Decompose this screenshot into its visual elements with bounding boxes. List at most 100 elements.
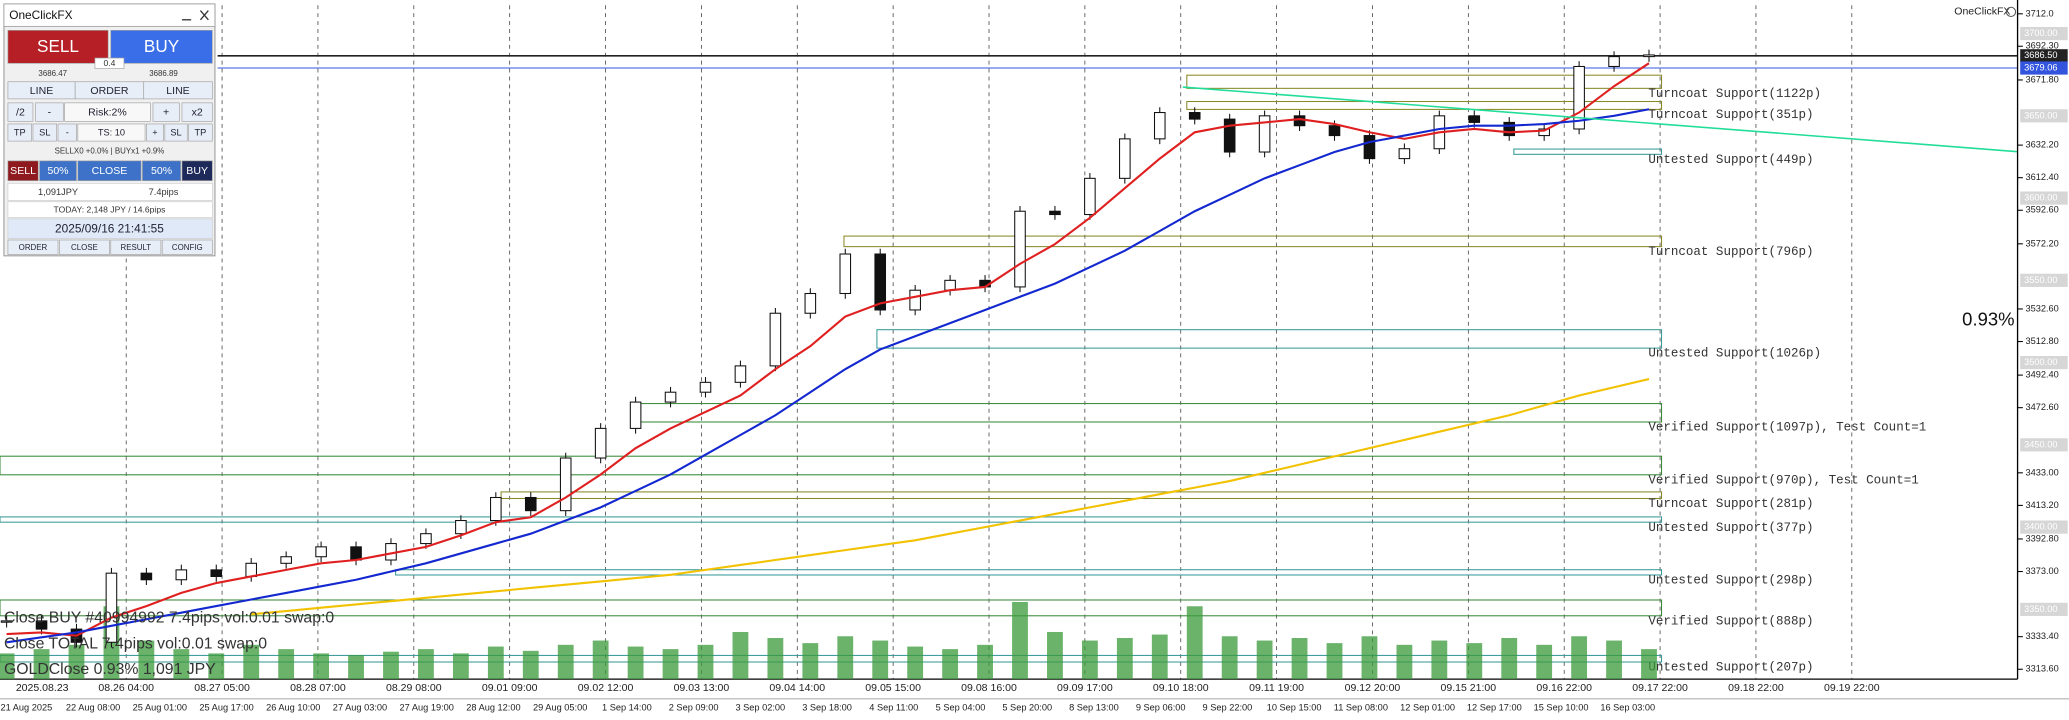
row3-button-bg[interactable] [7, 123, 32, 142]
x-minor-label: 26 Aug 10:00 [266, 703, 320, 713]
row2-button[interactable]: Risk:2% [88, 107, 127, 119]
tab-button-bg[interactable] [110, 239, 162, 255]
close-button-bg[interactable] [7, 160, 39, 181]
datetime-row [7, 218, 213, 240]
close-button-bg[interactable] [39, 160, 77, 181]
volume-bar [0, 653, 15, 680]
row2-button-bg[interactable] [181, 102, 213, 122]
candle-body [664, 391, 677, 403]
x-minor-label: 15 Sep 10:00 [1534, 703, 1589, 713]
today: TODAY: 2,148 JPY / 14.6pips [54, 205, 166, 215]
buy-button-bg[interactable] [110, 30, 213, 64]
row1-button[interactable]: LINE [30, 85, 53, 97]
support-zone [0, 654, 1663, 663]
row2-button-bg[interactable] [35, 102, 64, 122]
volume-bar [732, 631, 749, 680]
tab-button-bg[interactable] [7, 239, 59, 255]
sell-button-bg[interactable] [7, 30, 109, 64]
candle-body [874, 253, 887, 311]
row3-button-bg[interactable] [164, 123, 188, 142]
candle-body [0, 620, 13, 623]
volume-bar [1256, 640, 1273, 680]
close-button-bg[interactable] [77, 160, 142, 181]
row2-button[interactable]: /2 [16, 107, 25, 119]
row3-button[interactable]: SL [170, 128, 181, 138]
row3-button[interactable]: + [152, 128, 157, 138]
close-button-bg[interactable] [181, 160, 213, 181]
row3-button-bg[interactable] [146, 123, 164, 142]
row3-button[interactable]: SL [39, 128, 50, 138]
volume-bar [767, 637, 784, 680]
candle-body [245, 562, 258, 577]
volume-bar [418, 649, 434, 680]
candle-body [1188, 112, 1201, 120]
row3-button-bg[interactable] [77, 123, 146, 142]
row3-button[interactable]: TS: 10 [98, 128, 125, 138]
close-button[interactable]: 50% [47, 165, 68, 177]
candle-body [1363, 135, 1376, 160]
row2-button-bg[interactable] [7, 102, 34, 122]
volume-bar [452, 653, 469, 680]
close-button[interactable]: SELL [10, 165, 36, 177]
row2-button[interactable]: x2 [192, 107, 203, 119]
row1-button[interactable]: ORDER [90, 85, 128, 97]
row3-button-bg[interactable] [188, 123, 213, 142]
lot-size-bg[interactable] [94, 57, 125, 69]
volume-bar [1081, 640, 1098, 680]
row2-button-bg[interactable] [152, 102, 180, 122]
x-tick-label: 2025.08.23 [16, 682, 69, 694]
x-tick-label: 09.03 13:00 [674, 682, 730, 694]
x-minor-label: 10 Sep 15:00 [1267, 703, 1322, 713]
round-level-label: 3650.00 [2024, 110, 2057, 120]
tab-button[interactable]: CONFIG [172, 243, 203, 252]
volume-bar [662, 649, 679, 680]
row1-button-bg[interactable] [143, 81, 213, 100]
close-button-bg[interactable] [142, 160, 181, 181]
row1-button[interactable]: LINE [166, 85, 189, 97]
row3-button[interactable]: - [66, 128, 69, 138]
close-button[interactable]: CLOSE [92, 165, 128, 177]
sell-button[interactable]: SELL [37, 36, 79, 56]
x-tick-label: 09.04 14:00 [769, 682, 825, 694]
x-minor-label: 22 Aug 08:00 [66, 703, 120, 713]
candle-body [315, 546, 327, 558]
x-minor-label: 28 Aug 12:00 [466, 703, 520, 713]
support-label: Untested Support(377p) [1648, 521, 1813, 535]
row3-button-bg[interactable] [57, 123, 77, 142]
support-zone [1186, 74, 1663, 89]
candle-body [1573, 65, 1585, 130]
support-zone [876, 329, 1663, 349]
volume-bar [1291, 637, 1308, 680]
close-button[interactable]: BUY [186, 165, 208, 177]
row2-button[interactable]: - [48, 107, 52, 119]
pips: 7.4pips [149, 187, 179, 197]
tab-button[interactable]: CLOSE [71, 243, 98, 252]
row3-button[interactable]: TP [195, 128, 207, 138]
volume-bar [907, 646, 924, 680]
buy-button[interactable]: BUY [144, 36, 180, 56]
row3-button[interactable]: TP [14, 128, 26, 138]
tab-button[interactable]: ORDER [19, 243, 48, 252]
x-tick-label: 09.05 15:00 [865, 682, 921, 694]
x-minor-label: 12 Sep 17:00 [1467, 703, 1522, 713]
row2-button[interactable]: + [163, 107, 169, 119]
candle-body [839, 253, 852, 295]
candle-body [1608, 56, 1620, 68]
row2-button-bg[interactable] [64, 102, 151, 122]
tab-button-bg[interactable] [59, 239, 110, 255]
tab-button-bg[interactable] [161, 239, 213, 255]
bid-price: 3686.47 [38, 69, 67, 78]
support-label: Turncoat Support(796p) [1648, 245, 1813, 259]
lot-size[interactable]: 0.4 [103, 58, 115, 68]
volume-bar [837, 636, 854, 680]
row3-button-bg[interactable] [32, 123, 58, 142]
close-button[interactable]: 50% [151, 165, 172, 177]
support-zone [1513, 148, 1663, 155]
x-minor-label: 4 Sep 11:00 [869, 703, 918, 713]
x-tick-label: 09.16 22:00 [1536, 682, 1592, 694]
y-tick-label: 3612.40 [2025, 172, 2058, 182]
support-zone [0, 516, 1663, 523]
y-tick-label: 3433.00 [2025, 467, 2058, 477]
candle-body [420, 533, 432, 545]
tab-button[interactable]: RESULT [121, 243, 152, 252]
